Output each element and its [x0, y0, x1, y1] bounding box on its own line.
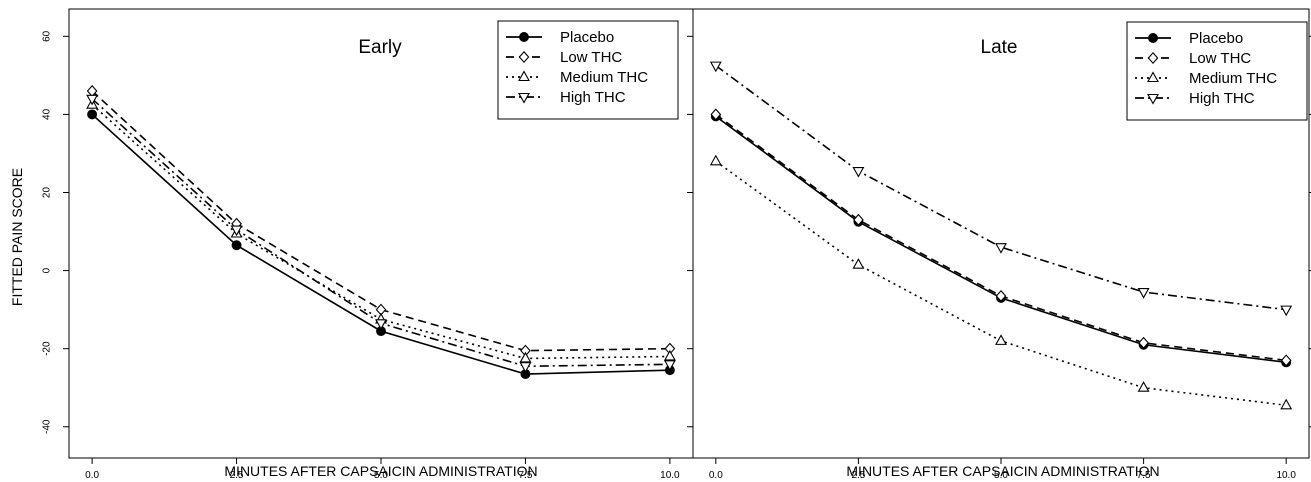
data-point [1137, 381, 1150, 392]
y-tick-label: -20 [42, 341, 53, 356]
data-point [709, 154, 722, 166]
y-tick-label: 60 [42, 30, 53, 42]
panel-early: Early MINUTES AFTER CAPSAICIN ADMINISTRA… [42, 8, 694, 481]
legend-label: Medium THC [560, 69, 648, 86]
y-tick-label: 40 [42, 108, 53, 120]
series-line-medium-thc [715, 160, 1287, 407]
panel-late: Late MINUTES AFTER CAPSAICIN ADMINISTRAT… [687, 8, 1311, 481]
legend-label: Low THC [1189, 50, 1251, 67]
data-point [663, 349, 676, 361]
data-point [1280, 305, 1293, 317]
data-point [852, 166, 865, 178]
axis-ticks: 0.0 2.5 5.0 7.5 10.0 [687, 35, 1311, 481]
legend-label: High THC [560, 89, 626, 106]
x-tick-label: 2.5 [230, 470, 244, 481]
data-point [231, 240, 242, 251]
data-point [995, 243, 1007, 254]
data-point [995, 334, 1007, 345]
legend-items: Placebo Low THC Medium THC High THC [506, 29, 648, 106]
data-point [86, 94, 99, 106]
legend-label: Medium THC [1189, 70, 1277, 87]
legend-items: Placebo Low THC Medium THC High THC [1135, 30, 1277, 107]
legend-marker [518, 92, 530, 104]
legend-marker [1148, 33, 1158, 43]
data-point [853, 213, 864, 226]
data-point [519, 351, 532, 363]
legend-label: Placebo [560, 29, 614, 46]
legend-marker [1147, 51, 1159, 65]
axis-ticks: 0.0 2.5 5.0 7.5 10.0 -40 -20 0 20 40 60 [42, 30, 680, 481]
legend-label: Low THC [560, 49, 622, 66]
data-point [663, 360, 676, 371]
data-point [995, 289, 1007, 302]
data-point [709, 61, 722, 73]
legend-marker [519, 32, 529, 42]
data-point [1280, 354, 1292, 367]
y-tick-label: 20 [42, 187, 53, 199]
legend-marker [1147, 93, 1159, 105]
y-tick-label: 0 [42, 267, 53, 273]
series-line-high-thc [715, 64, 1287, 311]
legend: Placebo Low THC Medium THC High THC [1126, 21, 1308, 121]
panel-title: Late [981, 37, 1018, 58]
x-tick-label: 7.5 [518, 470, 532, 481]
legend-marker [1147, 71, 1159, 83]
series-line-placebo [715, 115, 1287, 364]
legend-label: Placebo [1189, 30, 1243, 47]
x-tick-label: 0.0 [85, 470, 99, 481]
y-axis-title: FITTED PAIN SCORE [9, 168, 25, 306]
legend-marker [518, 50, 530, 64]
data-point [230, 225, 243, 237]
x-tick-label: 0.0 [709, 470, 723, 481]
data-point [710, 108, 722, 121]
data-point [87, 109, 98, 120]
x-tick-label: 2.5 [851, 470, 865, 481]
data-point [1138, 336, 1149, 349]
data-point [519, 362, 532, 373]
x-tick-label: 7.5 [1137, 470, 1151, 481]
x-tick-label: 10.0 [1276, 470, 1296, 481]
panel-title: Early [358, 37, 402, 58]
x-tick-label: 5.0 [374, 470, 388, 481]
y-tick-label: -40 [42, 419, 53, 434]
legend: Placebo Low THC Medium THC High THC [497, 20, 679, 120]
x-tick-label: 5.0 [994, 470, 1008, 481]
legend-label: High THC [1189, 90, 1255, 107]
legend-marker [518, 70, 530, 82]
data-point [852, 258, 865, 269]
data-point [375, 319, 387, 330]
data-point [1280, 398, 1293, 410]
x-axis-title: MINUTES AFTER CAPSAICIN ADMINISTRATION [224, 463, 537, 479]
x-tick-label: 10.0 [660, 470, 680, 481]
series-line-low-thc [715, 113, 1287, 362]
series-layer [86, 84, 676, 380]
data-point [1137, 288, 1150, 299]
series-layer [709, 61, 1293, 410]
x-axis-title: MINUTES AFTER CAPSAICIN ADMINISTRATION [846, 463, 1159, 479]
